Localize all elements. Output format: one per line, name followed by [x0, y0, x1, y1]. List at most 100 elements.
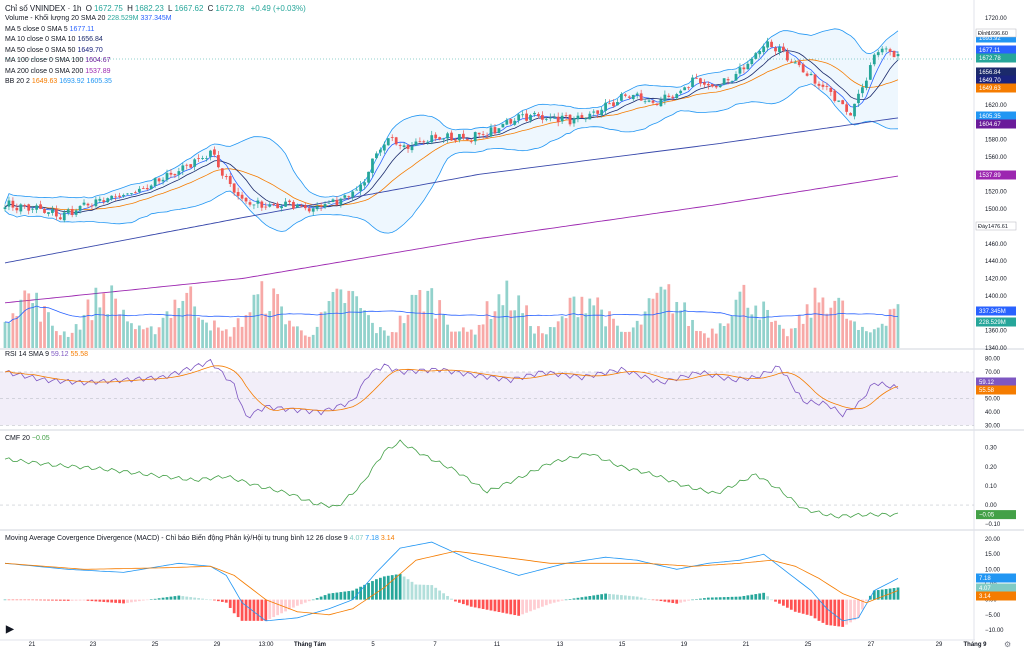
candle-body — [450, 132, 453, 141]
candle-body — [833, 90, 837, 101]
macd-histogram-bar — [256, 599, 260, 621]
legend-ma10-value-0: 1656.84 — [77, 36, 103, 43]
legend-bb-label: BB 20 2 — [5, 78, 30, 85]
macd-histogram-bar — [671, 599, 675, 604]
time-axis-label: 15 — [619, 642, 626, 648]
volume-bar — [817, 302, 821, 348]
macd-histogram-bar — [817, 599, 821, 621]
volume-bar — [853, 321, 856, 348]
rsi-tick-label: 30.00 — [985, 423, 1001, 429]
time-axis-label: 13:00 — [258, 642, 274, 648]
legend-ma200[interactable]: MA 200 close 0 SMA 200 1537.89 — [5, 67, 113, 77]
macd-histogram-bar — [315, 598, 319, 600]
candle-body — [276, 203, 280, 209]
time-axis-label: 19 — [681, 642, 688, 648]
macd-histogram-bar — [209, 599, 212, 601]
macd-histogram-bar — [51, 599, 54, 601]
candle-body — [15, 207, 19, 211]
macd-histogram-bar — [647, 599, 651, 600]
volume-bar — [102, 293, 106, 348]
legend-volume[interactable]: Volume - Khối lượng 20 SMA 20 228.529M 337… — [5, 14, 174, 24]
candle-body — [789, 61, 793, 63]
macd-histogram-bar — [659, 599, 663, 602]
volume-bar — [552, 327, 556, 348]
candle-body — [552, 117, 556, 119]
rsi-tick-label: 50.00 — [985, 397, 1001, 403]
high-label-text: Đỉnh — [978, 30, 989, 37]
macd-histogram-bar — [296, 599, 299, 606]
volume-bar — [110, 285, 114, 348]
legend-bb[interactable]: BB 20 2 1649.63 1693.92 1605.35 — [5, 77, 114, 87]
candle-body — [679, 90, 683, 94]
candle-body — [126, 193, 129, 195]
macd-histogram-bar — [533, 599, 536, 610]
macd-histogram-bar — [616, 594, 619, 600]
volume-bar — [299, 330, 303, 348]
legend-ma10[interactable]: MA 10 close 0 SMA 10 1656.84 — [5, 35, 105, 45]
macd-histogram-bar — [78, 599, 82, 601]
candle-body — [173, 174, 177, 176]
volume-bar — [616, 325, 619, 348]
macd-histogram-bar — [837, 599, 841, 627]
macd-histogram-bar — [758, 593, 762, 600]
macd-histogram-bar — [161, 597, 165, 600]
candle-body — [299, 205, 303, 207]
macd-histogram-bar — [821, 599, 825, 623]
candle-body — [537, 113, 540, 117]
candle-body — [47, 212, 50, 214]
candle-body — [438, 137, 442, 140]
volume-bar — [359, 308, 363, 348]
volume-bar — [137, 325, 141, 348]
cmf-legend-label: CMF 20 — [5, 435, 30, 442]
candle-body — [896, 54, 900, 57]
candle-body — [805, 73, 809, 76]
volume-bar — [406, 314, 410, 348]
candle-body — [469, 141, 473, 143]
settings-gear-icon[interactable]: ⚙ — [1004, 640, 1011, 649]
volume-bar — [303, 335, 307, 348]
legend-ma5[interactable]: MA 5 close 0 SMA 5 1677.11 — [5, 25, 96, 35]
macd-histogram-bar — [730, 596, 734, 600]
macd-histogram-bar — [513, 599, 517, 616]
macd-histogram-bar — [426, 584, 430, 600]
volume-bar — [216, 327, 220, 348]
macd-histogram-bar — [359, 586, 363, 600]
volume-bar — [134, 329, 137, 348]
candle-body — [758, 50, 762, 55]
legend-ma50[interactable]: MA 50 close 0 SMA 50 1649.70 — [5, 46, 105, 56]
candle-body — [402, 145, 406, 147]
candle-body — [390, 137, 394, 138]
candle-body — [643, 101, 647, 103]
legend-ma100[interactable]: MA 100 close 0 SMA 100 1604.67 — [5, 56, 113, 66]
candle-body — [165, 173, 169, 180]
macd-histogram-bar — [714, 597, 718, 600]
candle-body — [533, 112, 536, 115]
volume-bar — [165, 311, 169, 348]
candle-body — [825, 86, 829, 87]
volume-bar — [27, 293, 31, 348]
volume-bar — [703, 333, 706, 348]
macd-histogram-bar — [307, 599, 311, 602]
macd-histogram-bar — [770, 599, 773, 601]
macd-histogram-bar — [98, 599, 102, 602]
macd-histogram-bar — [774, 599, 777, 602]
macd-histogram-bar — [58, 599, 62, 601]
macd-histogram-bar — [651, 599, 655, 601]
volume-bar — [430, 288, 434, 348]
volume-bar — [43, 306, 46, 348]
volume-bar — [880, 323, 884, 348]
macd-histogram-bar — [635, 596, 639, 600]
volume-bar — [651, 298, 655, 348]
macd-histogram-bar — [473, 599, 477, 608]
macd-histogram-bar — [572, 598, 576, 600]
macd-legend-label: Moving Average Covergence Divergence (MA… — [5, 535, 348, 542]
macd-legend-value-0: 4.07 — [349, 535, 364, 542]
macd-histogram-bar — [240, 599, 244, 621]
macd-histogram-bar — [193, 597, 197, 600]
candle-body — [722, 78, 726, 85]
candle-body — [371, 158, 374, 174]
macd-histogram-bar — [829, 599, 833, 626]
volume-bar — [15, 316, 19, 348]
macd-histogram-bar — [94, 599, 98, 602]
